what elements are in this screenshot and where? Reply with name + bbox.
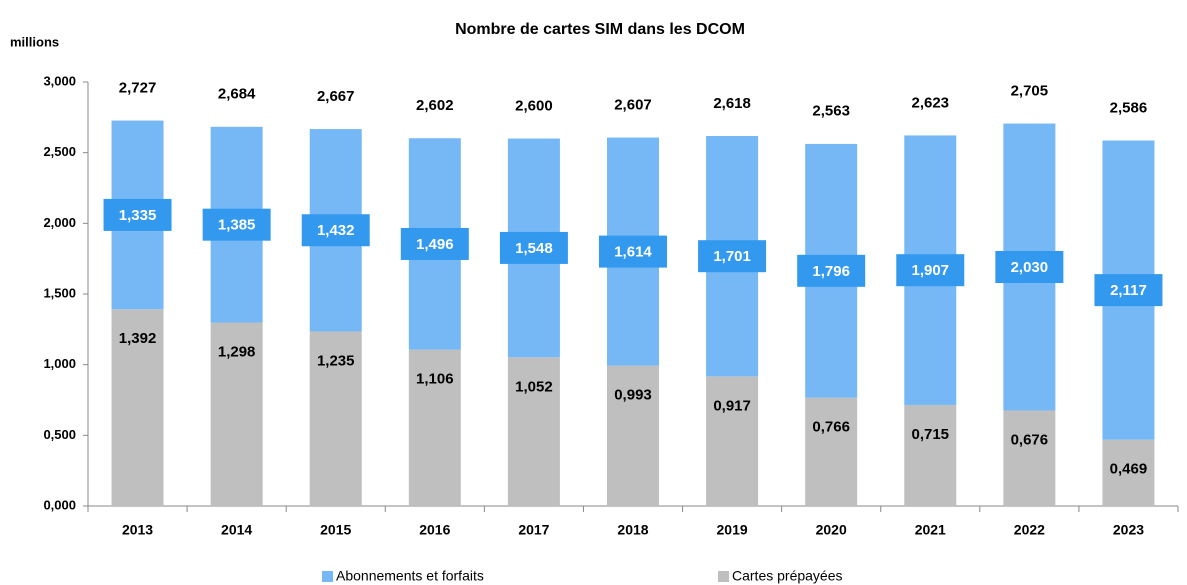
data-label: 1,548 <box>515 240 553 257</box>
data-label-box <box>499 231 568 264</box>
data-label-box <box>896 254 965 287</box>
total-label: 2,684 <box>218 86 256 103</box>
x-tick-label: 2013 <box>122 522 153 538</box>
data-label: 1,796 <box>812 263 850 280</box>
x-tick-label: 2019 <box>717 522 748 538</box>
y-tick-label: 2,500 <box>43 144 76 159</box>
bar-segment <box>210 322 263 506</box>
data-label: 0,469 <box>1110 461 1148 478</box>
bar-segment <box>408 349 461 506</box>
x-tick-label: 2017 <box>518 522 549 538</box>
y-tick-label: 1,500 <box>43 285 76 300</box>
data-label: 1,701 <box>713 248 751 265</box>
data-label: 1,335 <box>119 207 157 224</box>
data-label: 1,392 <box>119 330 157 347</box>
legend-swatch <box>718 571 729 582</box>
total-label: 2,618 <box>713 95 751 112</box>
data-label: 0,676 <box>1011 431 1049 448</box>
bar-segment <box>1102 439 1155 506</box>
y-tick-label: 0,000 <box>43 497 76 512</box>
data-label: 0,917 <box>713 397 751 414</box>
total-label: 2,602 <box>416 97 454 114</box>
data-label-box <box>797 254 866 287</box>
data-label: 1,907 <box>911 262 949 279</box>
legend-label: Cartes prépayées <box>732 568 843 584</box>
data-label-box <box>301 214 370 247</box>
total-label: 2,600 <box>515 98 553 115</box>
y-tick-label: 3,000 <box>43 73 76 88</box>
x-tick-label: 2018 <box>617 522 648 538</box>
x-tick-label: 2021 <box>915 522 946 538</box>
y-tick-label: 0,500 <box>43 427 76 442</box>
total-label: 2,623 <box>911 94 949 111</box>
y-tick-label: 2,000 <box>43 215 76 230</box>
total-label: 2,667 <box>317 88 355 105</box>
total-label: 2,705 <box>1011 83 1049 100</box>
total-label: 2,586 <box>1110 99 1148 116</box>
data-label: 0,766 <box>812 419 850 436</box>
bar-segment <box>706 376 759 506</box>
y-axis-label: millions <box>10 34 59 49</box>
data-label: 0,993 <box>614 387 652 404</box>
bar-segment <box>805 397 858 506</box>
x-tick-label: 2015 <box>320 522 351 538</box>
data-label: 1,432 <box>317 222 355 239</box>
x-tick-label: 2014 <box>221 522 252 538</box>
x-tick-label: 2016 <box>419 522 450 538</box>
data-label: 1,614 <box>614 244 652 261</box>
data-label: 0,715 <box>911 426 949 443</box>
legend-label: Abonnements et forfaits <box>336 568 484 584</box>
data-label-box <box>698 240 767 273</box>
bar-segment <box>607 365 659 506</box>
data-label: 1,106 <box>416 371 454 388</box>
data-label-box <box>995 251 1064 284</box>
x-tick-label: 2020 <box>816 522 847 538</box>
bar-segment <box>1003 410 1056 506</box>
data-label-box <box>400 227 469 260</box>
data-label: 1,298 <box>218 344 256 361</box>
x-tick-label: 2023 <box>1113 522 1144 538</box>
chart-title: Nombre de cartes SIM dans les DCOM <box>455 21 745 38</box>
bar-segment <box>309 331 362 506</box>
data-label: 2,117 <box>1110 282 1147 299</box>
data-label: 1,385 <box>218 217 256 234</box>
data-label-box <box>1094 274 1163 307</box>
data-label: 1,235 <box>317 352 355 369</box>
data-label-box <box>202 208 271 241</box>
total-label: 2,607 <box>614 97 652 114</box>
total-label: 2,727 <box>119 80 157 97</box>
data-label: 1,496 <box>416 236 454 253</box>
bar-segment <box>111 309 164 506</box>
data-label: 1,052 <box>515 378 553 395</box>
total-label: 2,563 <box>812 103 850 120</box>
data-label-box <box>103 198 172 231</box>
y-tick-label: 1,000 <box>43 356 76 371</box>
legend-swatch <box>322 571 333 582</box>
bar-segment <box>904 404 957 506</box>
data-label-box <box>599 235 667 268</box>
data-label: 2,030 <box>1011 259 1049 276</box>
x-tick-label: 2022 <box>1014 522 1045 538</box>
bar-segment <box>507 357 560 506</box>
